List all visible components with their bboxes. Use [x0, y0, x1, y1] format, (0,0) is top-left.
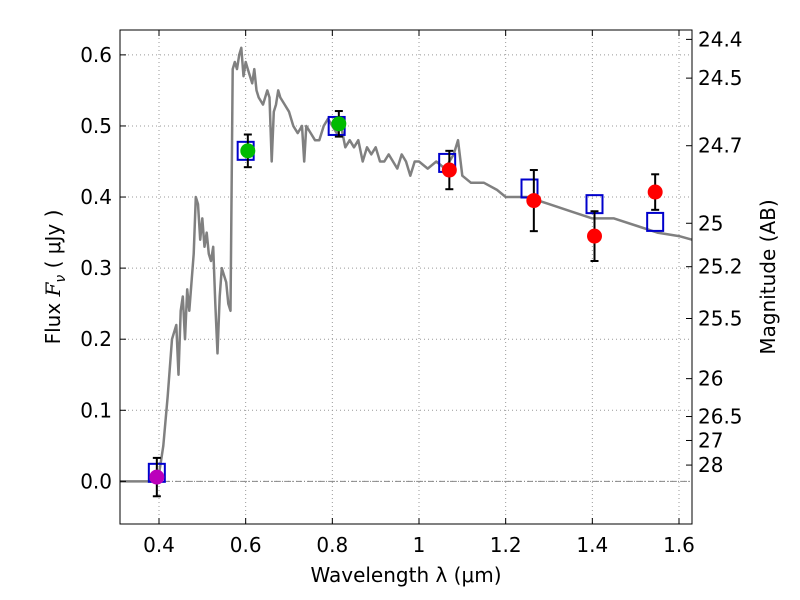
observed-flux-point: [647, 184, 663, 200]
y-axis-label-symbol: F: [41, 281, 65, 297]
magnitude-tick-label: 24.4: [698, 27, 743, 51]
observed-flux-point: [331, 116, 347, 132]
x-tick-label: 1.2: [490, 533, 522, 557]
x-tick-label: 1.6: [663, 533, 695, 557]
observed-flux-point: [526, 193, 542, 209]
y-axis-label: Flux Fν ( μJy ): [41, 210, 69, 345]
x-tick-label: 0.8: [316, 533, 348, 557]
x-tick-label: 0.6: [230, 533, 262, 557]
y-axis-ticks: 0.0 0.1 0.2 0.3 0.4 0.5 0.6: [80, 43, 126, 493]
magnitude-tick-label: 26.5: [698, 405, 743, 429]
y-axis-label-prefix: Flux: [41, 296, 65, 344]
observed-flux-point: [240, 143, 256, 159]
y-tick-label: 0.2: [80, 327, 112, 351]
x-tick-label: 0.4: [143, 533, 175, 557]
x-axis-ticks: 0.4 0.6 0.8 1 1.2 1.4 1.6: [143, 30, 695, 557]
y-tick-label: 0.0: [80, 469, 112, 493]
plot-frame: [119, 29, 693, 525]
magnitude-tick-label: 24.5: [698, 66, 743, 90]
y-axis-label-subscript: ν: [53, 275, 69, 283]
x-tick-label: 1: [413, 533, 426, 557]
template-spectrum: [120, 46, 693, 483]
magnitude-tick-label: 27: [698, 428, 723, 452]
y-tick-label: 0.4: [80, 185, 112, 209]
magnitude-tick-label: 26: [698, 367, 723, 391]
observed-flux-point: [587, 228, 602, 244]
magnitude-tick-label: 25.2: [698, 255, 743, 279]
y-tick-label: 0.5: [80, 114, 112, 138]
magnitude-tick-label: 28: [698, 453, 723, 477]
model-flux-box: [646, 211, 665, 232]
magnitude-tick-label: 24.7: [698, 134, 743, 158]
x-tick-label: 1.4: [576, 533, 608, 557]
x-axis-label: Wavelength λ (μm): [310, 563, 501, 587]
y-axis-label-suffix: ( μJy ): [41, 210, 65, 275]
y-tick-label: 0.6: [80, 43, 112, 67]
y-tick-label: 0.1: [80, 398, 112, 422]
observed-flux-point: [149, 469, 165, 485]
y-tick-label: 0.3: [80, 256, 112, 280]
magnitude-tick-label: 25: [698, 211, 723, 235]
model-flux-boxes: [147, 115, 665, 483]
magnitude-tick-label: 25.5: [698, 307, 743, 331]
template-spectrum-line: [120, 46, 693, 483]
observed-flux-points: [149, 116, 663, 485]
magnitude-axis-label: Magnitude (AB): [756, 199, 780, 354]
grid-lines: [120, 30, 692, 524]
observed-flux-point: [441, 162, 457, 178]
